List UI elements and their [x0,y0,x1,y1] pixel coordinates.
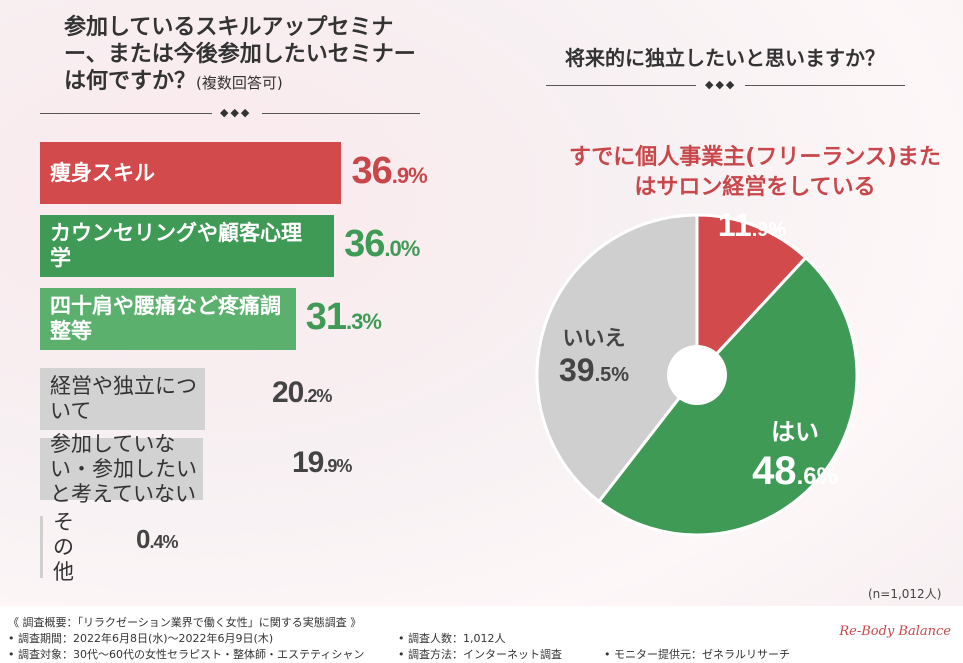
brand-logo: Re-Body Balance [839,624,951,639]
bar-3: 四十肩や腰痛など疼痛調整等 [40,288,296,350]
pie-slice-1 [695,213,808,379]
right-chart-title: 将来的に独立したいと思いますか？ [565,46,885,70]
right-divider-left [546,85,696,86]
pie-label-3: いいえ [563,326,626,350]
pie-callout: すでに個人事業主(フリーランス)またはサロン経営をしている [569,145,941,200]
bar-6: その他 [40,510,74,584]
bar-value-1: 36.9% [351,150,427,192]
left-divider-right [262,113,420,114]
bar-value-2: 36.0% [344,223,420,265]
survey-provider: • モニター提供元：ゼネラルリサーチ [604,648,790,661]
survey-period: • 調査期間：2022年6月8日(水)～2022年6月9日(木) [8,632,274,645]
bar-value-6: 0.4% [136,524,179,554]
survey-target: • 調査対象：30代～60代の女性セラピスト・整体師・エステティシャン [8,648,365,661]
donut-hole [667,345,727,405]
pie-value-1: 11.9% [718,207,787,243]
left-chart-title: 参加しているスキルアップセミナー、または今後参加したいセミナーは何ですか？(複数… [64,14,424,97]
right-divider-right [745,85,905,86]
left-divider-left [40,113,212,114]
bar-label-5: 参加していない・参加したいと考えていない [50,431,197,506]
bar-label-1: 痩身スキル [50,160,155,185]
left-chart-title-main: 参加しているスキルアップセミナー、または今後参加したいセミナーは何ですか？ [64,15,416,94]
sample-size-note: (n=1,012人) [868,587,942,601]
left-diamonds: ◆◆◆ [220,106,252,119]
bar-label-3: 四十肩や腰痛など疼痛調整等 [50,294,281,343]
bar-5: 参加していない・参加したいと考えていない [40,432,203,506]
left-chart-title-note: (複数回答可) [196,74,283,92]
survey-overview: 《 調査概要：「リラクゼーション業界で働く女性」に関する実態調査 》 [8,616,362,629]
bar-value-3: 31.3% [305,296,382,338]
survey-method: • 調査方法：インターネット調査 [398,648,562,661]
survey-count: • 調査人数：1,012人 [398,632,506,645]
bar-value-4: 20.2% [272,376,332,409]
bar-label-2: カウンセリングや顧客心理学 [50,221,302,270]
bar-value-5: 19.9% [292,446,352,479]
pie-slice-2 [596,255,859,537]
survey-footer: 《 調査概要：「リラクゼーション業界で働く女性」に関する実態調査 》 • 調査期… [0,606,963,663]
pie-value-2: 48.6% [752,449,838,493]
pie-label-2: はい [771,418,819,446]
bar-1: 痩身スキル [40,142,342,204]
bar-2: カウンセリングや顧客心理学 [40,215,335,277]
bar-4: 経営や独立について [40,368,206,430]
pie-value-3: 39.5% [559,352,629,388]
right-diamonds: ◆◆◆ [705,78,737,91]
bar-label-6: その他 [53,509,74,584]
bar-label-4: 経営や独立について [50,374,197,423]
pie-slice-3 [535,213,699,504]
